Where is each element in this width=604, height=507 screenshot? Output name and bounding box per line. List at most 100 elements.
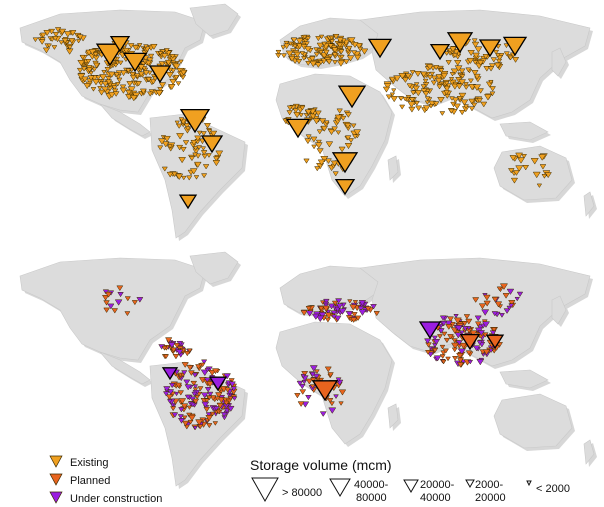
planned-dam-marker — [447, 316, 454, 322]
existing-dam-marker — [299, 105, 306, 111]
planned-dam-marker — [298, 383, 306, 390]
existing-dam-marker — [206, 153, 212, 158]
planned-dam-marker — [357, 305, 365, 312]
planned-dam-marker — [117, 292, 124, 298]
planned-dam-marker — [182, 415, 188, 421]
planned-dam-marker — [230, 386, 237, 392]
existing-dam-marker — [174, 120, 180, 125]
existing-dam-marker — [480, 101, 488, 108]
existing-dam-marker — [451, 83, 459, 90]
planned-dam-marker — [506, 305, 513, 311]
planned-dam-marker — [195, 419, 204, 426]
existing-dam-marker — [139, 88, 147, 95]
existing-dam-markers — [32, 27, 552, 210]
existing-dam-marker — [90, 87, 97, 92]
planned-dam-marker — [440, 320, 448, 327]
existing-dam-marker — [32, 37, 39, 43]
planned-dam-marker — [463, 314, 471, 320]
existing-dam-marker — [476, 97, 484, 104]
existing-dam-marker — [332, 171, 339, 177]
existing-dam-marker — [472, 60, 479, 65]
existing-dam-marker — [468, 106, 476, 112]
planned-dam-markers — [101, 283, 524, 431]
existing-dam-marker — [202, 164, 210, 170]
planned-dam-marker — [102, 289, 110, 295]
existing-dam-marker — [117, 60, 124, 66]
existing-dam-marker — [413, 100, 420, 106]
planned-dam-marker — [338, 308, 347, 315]
existing-dam-marker — [426, 74, 434, 81]
planned-dam-marker — [439, 354, 446, 360]
existing-large-dam-marker — [429, 43, 451, 61]
existing-dam-marker — [137, 71, 145, 77]
existing-dam-marker — [108, 91, 116, 99]
planned-dam-marker — [453, 314, 459, 319]
existing-dam-marker — [92, 52, 99, 57]
existing-dam-marker — [143, 44, 149, 49]
planned-dam-marker — [439, 315, 447, 321]
planned-dam-marker — [445, 324, 453, 330]
planned-dam-marker — [212, 421, 219, 426]
existing-dam-marker — [280, 53, 287, 59]
existing-dam-marker — [429, 71, 435, 77]
existing-dam-marker — [316, 148, 324, 155]
planned-dam-marker — [175, 382, 183, 389]
existing-dam-marker — [428, 104, 434, 109]
planned-dam-marker — [192, 398, 200, 405]
existing-dam-marker — [167, 144, 173, 149]
existing-dam-marker — [487, 66, 495, 72]
existing-large-dam-marker — [178, 194, 198, 210]
existing-dam-marker — [408, 97, 416, 103]
existing-dam-marker — [443, 89, 450, 96]
existing-dam-marker — [541, 174, 548, 179]
planned-dam-marker — [427, 351, 435, 358]
planned-dam-marker — [364, 306, 372, 312]
existing-dam-marker — [495, 53, 501, 58]
existing-dam-marker — [146, 57, 154, 64]
existing-dam-marker — [193, 175, 200, 180]
planned-dam-marker — [459, 342, 468, 350]
legend-label-planned: Planned — [70, 475, 110, 487]
existing-dam-marker — [410, 90, 417, 96]
existing-dam-marker — [360, 48, 369, 55]
existing-dam-marker — [451, 52, 459, 58]
existing-dam-marker — [477, 60, 485, 66]
existing-large-dam-marker — [285, 118, 311, 139]
existing-dam-marker — [314, 142, 323, 149]
existing-dam-marker — [305, 36, 311, 41]
existing-dam-marker — [283, 43, 291, 50]
existing-dam-marker — [318, 118, 327, 125]
planned-large-dam-marker — [208, 376, 228, 392]
existing-dam-marker — [129, 74, 137, 81]
existing-dam-marker — [343, 59, 350, 65]
size-triangle-icon — [403, 479, 419, 493]
existing-dam-marker — [275, 49, 282, 55]
existing-dam-marker — [536, 183, 543, 189]
planned-dam-marker — [453, 317, 462, 325]
planned-dam-marker — [186, 405, 193, 410]
planned-dam-marker — [182, 420, 190, 427]
planned-dam-marker — [111, 308, 119, 314]
existing-dam-marker — [329, 39, 336, 44]
size-label: 20000 — [475, 492, 506, 504]
planned-dam-marker — [503, 308, 511, 314]
planned-dam-marker — [205, 415, 214, 422]
planned-dam-marker — [465, 318, 473, 325]
existing-dam-marker — [463, 104, 469, 109]
planned-dam-marker — [194, 395, 200, 400]
existing-dam-marker — [445, 60, 452, 66]
existing-dam-marker — [99, 74, 108, 81]
existing-large-dam-marker — [122, 52, 148, 73]
existing-dam-marker — [304, 46, 312, 53]
planned-dam-marker — [172, 353, 180, 360]
existing-dam-marker — [301, 34, 308, 40]
existing-dam-marker — [39, 32, 47, 39]
existing-dam-marker — [125, 89, 133, 96]
planned-large-dam-marker — [161, 367, 179, 381]
planned-dam-marker — [191, 372, 199, 378]
existing-dam-marker — [357, 46, 364, 52]
existing-dam-marker — [434, 77, 443, 84]
existing-dam-marker — [305, 134, 312, 140]
planned-dam-marker — [496, 286, 503, 292]
size-triangle-icon — [526, 480, 532, 487]
